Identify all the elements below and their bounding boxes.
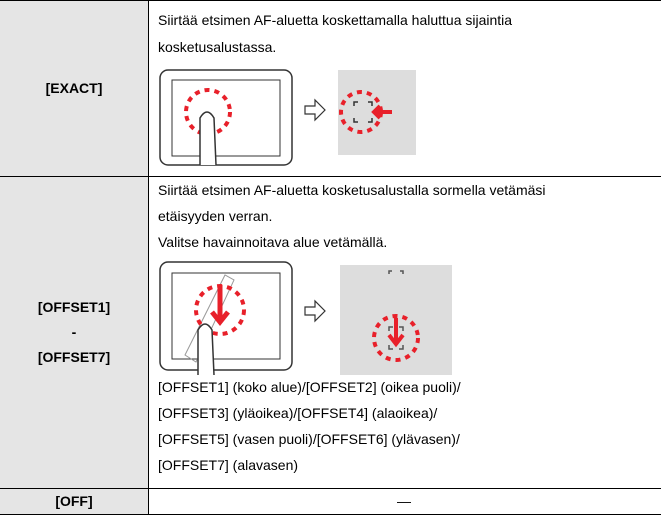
swipe-trail bbox=[184, 274, 235, 363]
description-line: Valitse havainnoitava alue vetämällä. bbox=[158, 234, 388, 250]
rule bbox=[0, 176, 661, 177]
note-line: [OFFSET5] (vasen puoli)/[OFFSET6] (yläva… bbox=[158, 431, 460, 447]
description-line: — bbox=[397, 493, 411, 509]
arrow bbox=[304, 98, 326, 122]
touchpad-screen bbox=[171, 79, 281, 157]
row-label: [OFF] bbox=[0, 488, 148, 515]
rule bbox=[0, 488, 661, 489]
description-line: etäisyyden verran. bbox=[158, 208, 273, 224]
af-frame bbox=[388, 270, 404, 350]
rule bbox=[0, 0, 661, 1]
description-line: Siirtää etsimen AF-aluetta koskettamalla… bbox=[158, 12, 513, 28]
description-line: Siirtää etsimen AF-aluetta kosketusalust… bbox=[158, 182, 546, 198]
label-text: [OFFSET1] bbox=[37, 298, 111, 315]
move-arrow bbox=[371, 104, 392, 120]
finger bbox=[197, 323, 215, 376]
label-text: [EXACT] bbox=[45, 79, 103, 96]
row-label: [EXACT] bbox=[0, 0, 148, 176]
row-label: [OFFSET1] - [OFFSET7] bbox=[0, 176, 148, 488]
af-burst bbox=[372, 314, 420, 362]
arrow bbox=[304, 299, 326, 323]
finger bbox=[199, 111, 217, 166]
rule bbox=[148, 0, 149, 515]
description-line: kosketusalustassa. bbox=[158, 39, 277, 55]
move-arrow bbox=[387, 318, 405, 348]
move-arrow bbox=[210, 285, 230, 327]
af-frame bbox=[353, 101, 373, 123]
label-text: [OFFSET7] bbox=[37, 348, 111, 365]
label-text: - bbox=[71, 323, 77, 340]
note-line: [OFFSET3] (yläoikea)/[OFFSET4] (alaoikea… bbox=[158, 405, 438, 421]
label-text: [OFF] bbox=[55, 493, 93, 509]
note-line: [OFFSET7] (alavasen) bbox=[158, 457, 299, 473]
note-line: [OFFSET1] (koko alue)/[OFFSET2] (oikea p… bbox=[158, 379, 461, 395]
